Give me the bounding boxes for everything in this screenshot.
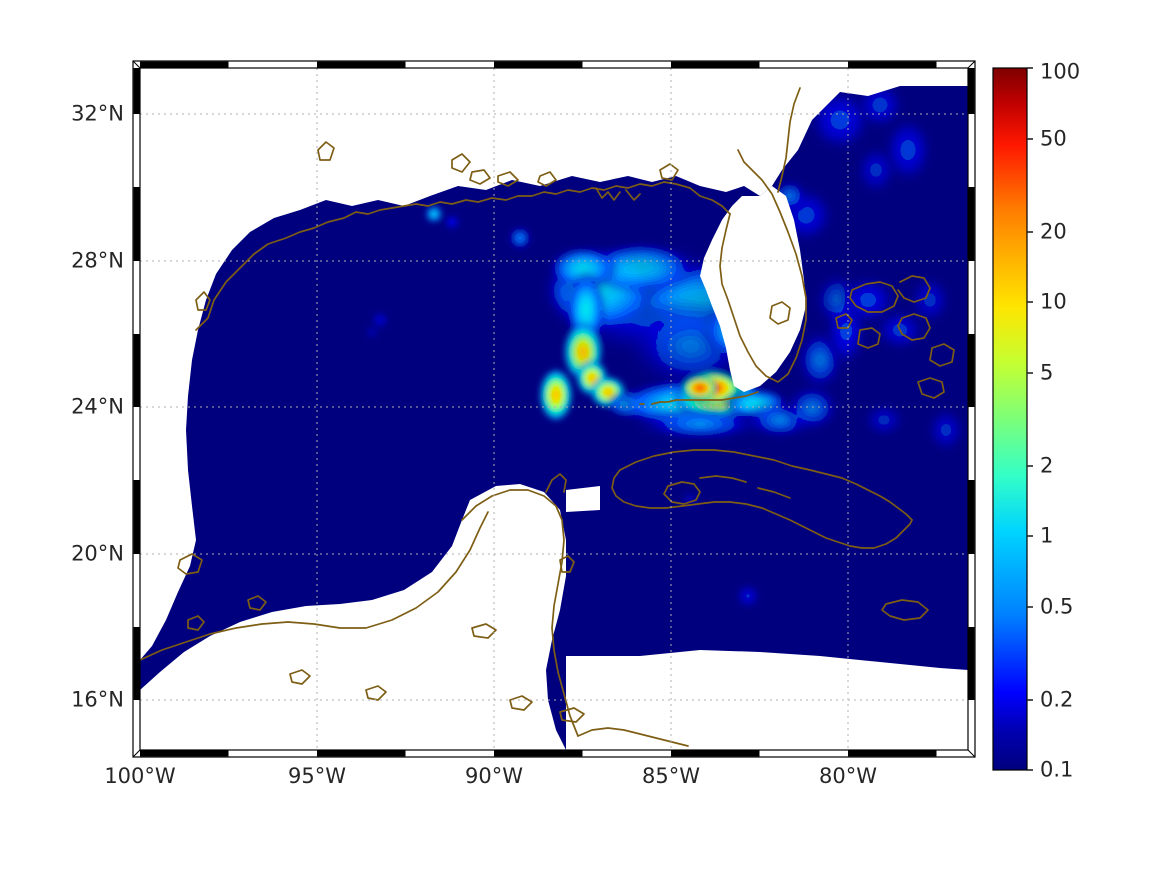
frame-ticks-bottom — [140, 750, 937, 757]
xtick-label-90w: 90°W — [465, 764, 523, 788]
land-mask — [140, 68, 968, 750]
frame-ticks-right — [968, 68, 975, 700]
colorbar-label-100: 100 — [1040, 59, 1081, 84]
ytick-label-32n: 32°N — [71, 101, 124, 126]
colorbar-label-10: 10 — [1040, 289, 1067, 314]
colorbar-label-0-1: 0.1 — [1040, 757, 1074, 782]
frame-ticks-top — [140, 61, 937, 68]
frame-ticks-left — [133, 68, 140, 700]
colorbar-frame — [992, 67, 1028, 771]
xtick-label-100w: 100°W — [104, 764, 176, 788]
map-frame — [132, 60, 976, 758]
colorbar-label-0-5: 0.5 — [1040, 594, 1074, 619]
ytick-label-28n: 28°N — [71, 248, 124, 273]
colorbar-label-50: 50 — [1040, 126, 1067, 151]
ytick-label-16n: 16°N — [71, 687, 124, 712]
xtick-label-85w: 85°W — [642, 764, 700, 788]
colorbar-label-2: 2 — [1040, 453, 1054, 478]
colorbar-gradient — [993, 68, 1027, 770]
xtick-label-95w: 95°W — [288, 764, 346, 788]
colorbar-label-20: 20 — [1040, 219, 1067, 244]
colorbar-ticks — [1027, 67, 1033, 771]
ytick-label-24n: 24°N — [71, 394, 124, 419]
xtick-label-80w: 80°W — [819, 764, 877, 788]
ytick-label-20n: 20°N — [71, 541, 124, 566]
colorbar-label-0-2: 0.2 — [1040, 687, 1074, 712]
colorbar-label-1: 1 — [1040, 523, 1054, 548]
coastlines — [140, 87, 955, 747]
colorbar — [992, 67, 1033, 771]
data-field — [140, 68, 968, 750]
colorbar-label-5: 5 — [1040, 360, 1054, 385]
gridlines — [140, 68, 968, 750]
